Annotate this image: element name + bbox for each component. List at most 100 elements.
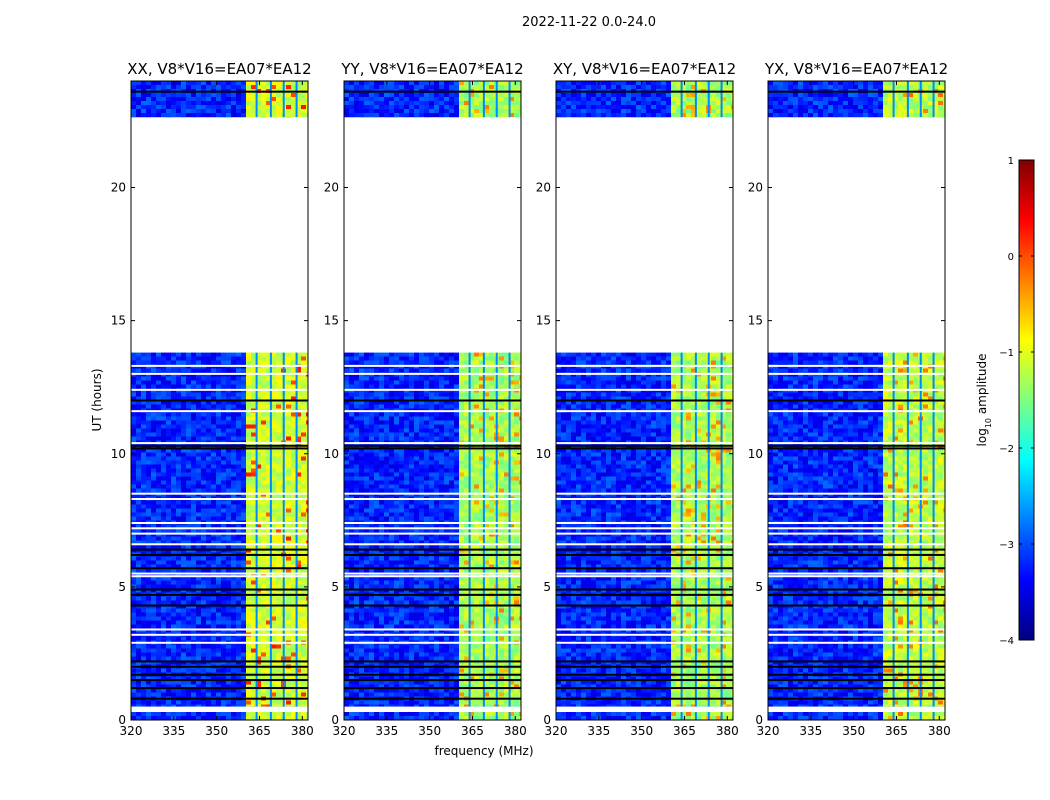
panel-1-flag-dark-1 [344, 687, 521, 690]
panel-3-title: YX, V8*V16=EA07*EA12 [764, 60, 948, 78]
panel-0-flag-white-2 [131, 628, 308, 631]
panel-0-gap-line-2 [282, 81, 285, 119]
panel-3-flag-white-8 [768, 521, 945, 524]
panel-1-gap-line-1 [482, 81, 485, 119]
panel-3-flag-dark-8 [768, 588, 945, 591]
panel-2-flag-white-3 [556, 575, 733, 578]
panel-0-flag-white-4 [131, 572, 308, 575]
panel-2-flag-white-1 [556, 633, 733, 636]
panel-1: YY, V8*V16=EA07*EA12 320 335 350 365 380 0 5 10 1… [324, 60, 527, 738]
panel-0-flag-white-5 [131, 543, 308, 546]
panel-2-flag-white-15 [556, 364, 733, 367]
panel-2-flag-dark-2 [556, 679, 733, 682]
panel-2-ytick-label-0: 0 [543, 713, 551, 727]
panel-1-gap-line-3 [508, 81, 511, 119]
panel-3-gap-line-3 [932, 352, 935, 707]
panel-1-ytick-label-0: 0 [331, 713, 339, 727]
panel-2-gap-line-2 [707, 712, 710, 720]
panel-1-flag-dark-2 [344, 679, 521, 682]
panel-0-gap-line-1 [269, 352, 272, 707]
panel-0-flag-dark-6 [131, 604, 308, 607]
panel-1-xtick-label-0: 320 [333, 724, 356, 738]
panel-1-flag-dark-6 [344, 604, 521, 607]
panel-0-flag-dark-1 [131, 687, 308, 690]
panel-3-flag-white-13 [768, 388, 945, 391]
panel-2-flag-white-5 [556, 543, 733, 546]
panel-2-flag-dark-1 [556, 687, 733, 690]
panel-1-flag-dark-0 [344, 697, 521, 700]
panel-2-ytick-label-2: 10 [536, 447, 551, 461]
panel-2-gap-line-0 [680, 712, 683, 720]
panel-0-flag-white-12 [131, 410, 308, 413]
panel-2: XY, V8*V16=EA07*EA12 320 335 350 365 380 0 5 10 1… [536, 60, 739, 738]
panel-3-blank-1 [768, 118, 945, 353]
panel-1-blank-1 [344, 118, 521, 353]
panel-0-flag-white-8 [131, 521, 308, 524]
panel-1-flag-dark-9 [344, 567, 521, 570]
panel-2-flag-dark-3 [556, 673, 733, 676]
panel-0-gap-line-2 [282, 712, 285, 720]
panel-1-flag-dark-10 [344, 553, 521, 556]
panel-0-flag-dark-2 [131, 679, 308, 682]
panel-3-gap-line-0 [892, 712, 895, 720]
panel-0-flag-white-13 [131, 388, 308, 391]
panel-2-xtick-label-1: 335 [587, 724, 610, 738]
panel-1-flag-dark-7 [344, 593, 521, 596]
panel-1-gap-line-3 [508, 712, 511, 720]
panel-0-xtick-label-3: 365 [248, 724, 271, 738]
panel-1-title: YY, V8*V16=EA07*EA12 [340, 60, 523, 78]
panel-0-ytick-label-0: 0 [118, 713, 126, 727]
panel-3-flag-dark-9 [768, 567, 945, 570]
panel-2-flag-white-13 [556, 388, 733, 391]
panel-0-flag-white-11 [131, 442, 308, 445]
panel-3-flag-white-15 [768, 364, 945, 367]
panel-0-flag-dark-8 [131, 588, 308, 591]
panel-2-flag-white-11 [556, 442, 733, 445]
x-axis-label: frequency (MHz) [434, 744, 533, 758]
panel-1-flag-dark-13 [344, 444, 521, 447]
panel-2-gap-line-1 [694, 81, 697, 119]
panel-0-flag-white-3 [131, 575, 308, 578]
panel-2-blank-0 [556, 706, 733, 713]
panel-0-ytick-label-1: 5 [118, 580, 126, 594]
panel-0-gap-line-0 [255, 81, 258, 119]
panel-0-flag-white-15 [131, 364, 308, 367]
panel-0-flag-white-6 [131, 532, 308, 535]
panel-1-flag-white-15 [344, 364, 521, 367]
panel-2-gap-line-3 [720, 712, 723, 720]
panel-1-frame [343, 80, 522, 721]
panel-3-ytick-label-2: 10 [748, 447, 763, 461]
panel-3-gap-line-1 [906, 81, 909, 119]
panel-0-ytick-label-2: 10 [111, 447, 126, 461]
panel-3-xtick-label-2: 350 [842, 724, 865, 738]
panel-2-flag-dark-0 [556, 697, 733, 700]
panel-3-flag-white-5 [768, 543, 945, 546]
panel-1-xtick-label-3: 365 [461, 724, 484, 738]
panel-3-flag-dark-1 [768, 687, 945, 690]
panel-0-flag-dark-15 [131, 90, 308, 93]
panel-1-flag-dark-8 [344, 588, 521, 591]
panel-1-flag-white-11 [344, 442, 521, 445]
panel-3-flag-white-14 [768, 372, 945, 375]
panel-3-xtick-label-0: 320 [757, 724, 780, 738]
panel-1-gap-line-0 [468, 352, 471, 707]
panel-2-flag-white-12 [556, 410, 733, 413]
panel-2-gap-line-0 [680, 81, 683, 119]
panel-2-title: XY, V8*V16=EA07*EA12 [553, 60, 736, 78]
panel-0-flag-dark-12 [131, 447, 308, 450]
panel-3-xtick-label-4: 380 [928, 724, 951, 738]
panel-2-flag-white-8 [556, 521, 733, 524]
colorbar-tick-label-3: −2 [999, 444, 1014, 455]
panel-2-flag-dark-14 [556, 399, 733, 402]
panel-2-gap-line-2 [707, 352, 710, 707]
panel-3-flag-dark-4 [768, 665, 945, 668]
panel-2-gap-line-3 [720, 352, 723, 707]
panel-3-flag-white-2 [768, 628, 945, 631]
panel-2-flag-white-14 [556, 372, 733, 375]
panel-3-gap-line-2 [919, 81, 922, 119]
panel-3-gap-line-2 [919, 712, 922, 720]
panel-1-flag-white-7 [344, 527, 521, 530]
colorbar-tick-label-1: 0 [1008, 252, 1014, 263]
panel-0-frame [130, 80, 309, 721]
panel-0-flag-dark-13 [131, 444, 308, 447]
